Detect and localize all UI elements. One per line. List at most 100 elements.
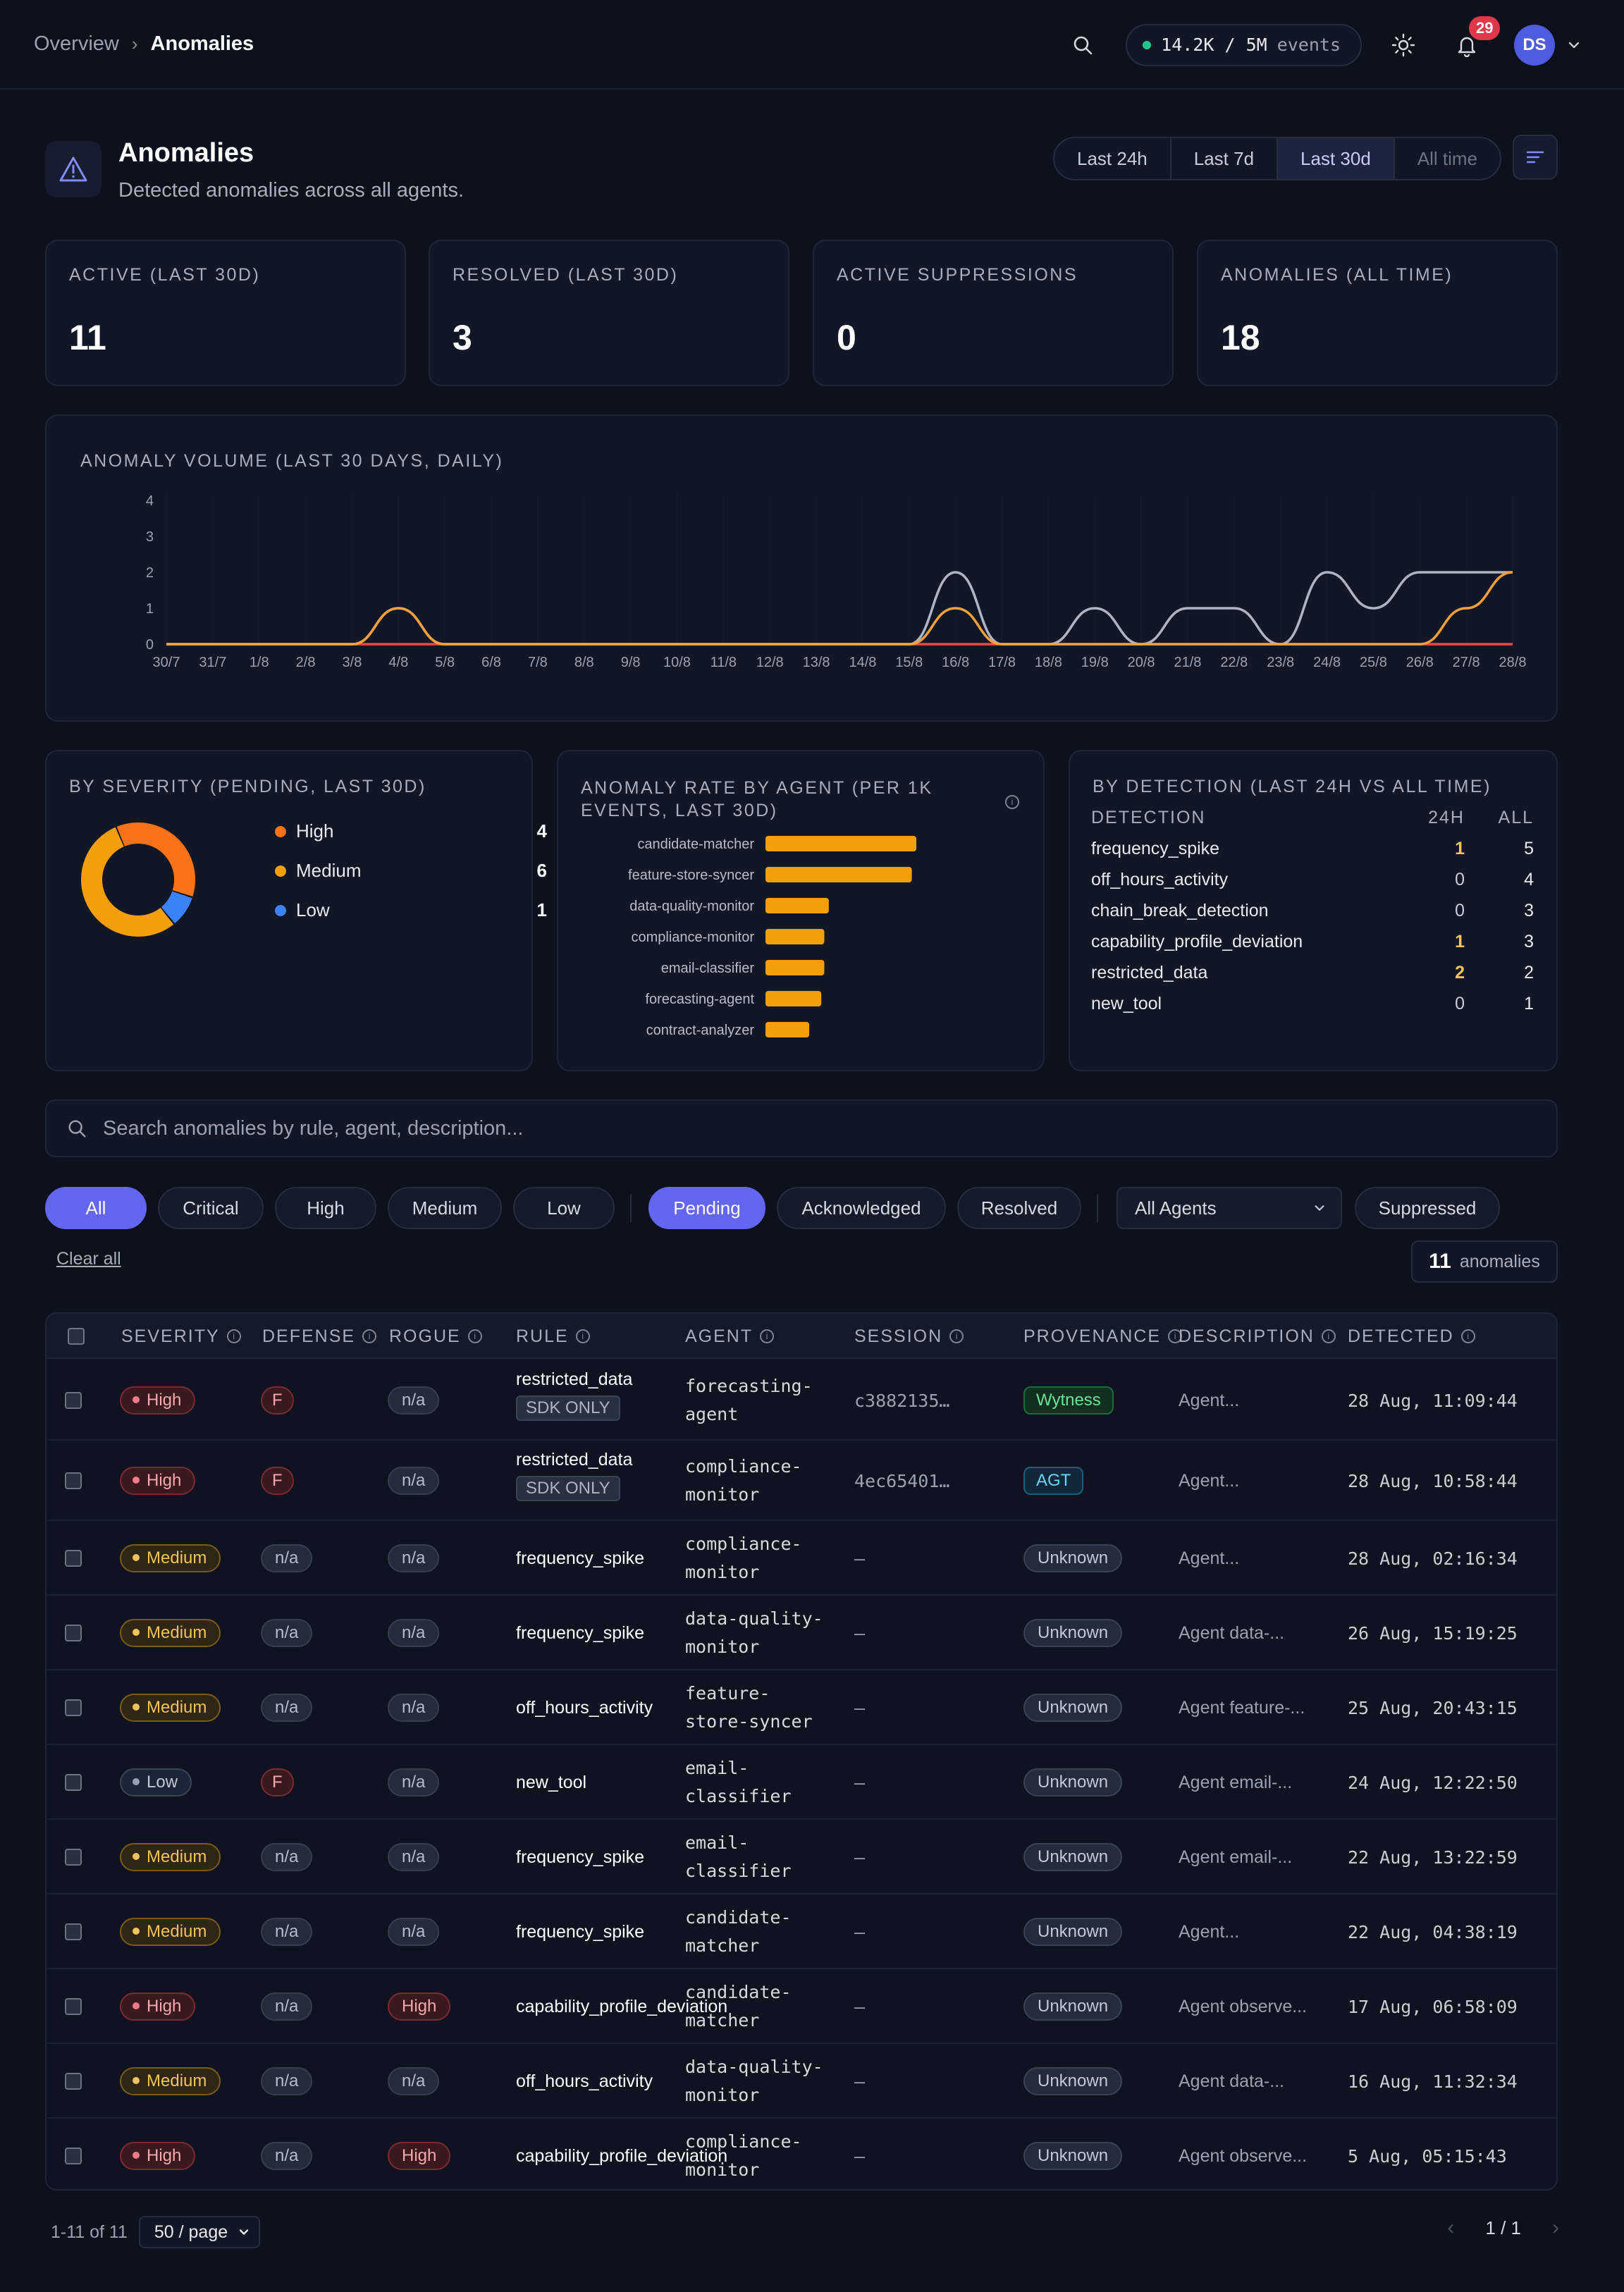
- table-row[interactable]: Medium n/a n/a off_hours_activity feature-st…: [47, 1670, 1556, 1745]
- avatar[interactable]: DS: [1514, 24, 1555, 66]
- table-row[interactable]: Medium n/a n/a frequency_spike email-classif…: [47, 1820, 1556, 1894]
- table-row[interactable]: High n/a High capability_profile_deviation c…: [47, 2119, 1556, 2189]
- description-cell: Agent data-...: [1179, 1623, 1285, 1643]
- bell-icon[interactable]: 29: [1451, 16, 1501, 61]
- row-checkbox[interactable]: [65, 1923, 82, 1940]
- row-checkbox[interactable]: [65, 1699, 82, 1716]
- search-input[interactable]: [103, 1116, 1442, 1140]
- breadcrumb-overview[interactable]: Overview: [34, 32, 119, 55]
- filter-status-pending[interactable]: Pending: [648, 1187, 765, 1229]
- next-page-icon[interactable]: ›: [1552, 2216, 1559, 2239]
- search-icon[interactable]: [1066, 29, 1099, 61]
- session-cell[interactable]: —: [854, 2071, 866, 2092]
- row-checkbox[interactable]: [65, 2073, 82, 2090]
- agent-cell[interactable]: forecasting-agent: [685, 1372, 813, 1429]
- defense-label: n/a: [261, 2067, 313, 2095]
- row-checkbox[interactable]: [65, 1392, 82, 1409]
- sdk-only-badge: SDK ONLY: [516, 1476, 620, 1501]
- severity-badge: Medium: [120, 2067, 221, 2095]
- agent-cell[interactable]: email-classifier: [685, 1754, 792, 1811]
- table-row[interactable]: Medium n/a n/a frequency_spike candidate-mat…: [47, 1894, 1556, 1969]
- agent-cell[interactable]: data-quality-monitor: [685, 1605, 823, 1661]
- col-label: DESCRIPTION: [1179, 1326, 1315, 1346]
- clear-all-link[interactable]: Clear all: [56, 1249, 121, 1269]
- col-description[interactable]: DESCRIPTION i: [1179, 1314, 1336, 1359]
- table-row[interactable]: Medium n/a n/a off_hours_activity data-quali…: [47, 2044, 1556, 2119]
- rule-cell: frequency_spike: [516, 1548, 645, 1568]
- col-session[interactable]: SESSION i: [854, 1314, 964, 1359]
- detected-cell: 16 Aug, 11:32:34: [1348, 2071, 1518, 2092]
- col-detected[interactable]: DETECTED i: [1348, 1314, 1475, 1359]
- session-cell[interactable]: —: [854, 1698, 866, 1718]
- agent-cell[interactable]: candidate-matcher: [685, 1978, 792, 2035]
- col-rule[interactable]: RULE i: [516, 1314, 590, 1359]
- filter-suppressed[interactable]: Suppressed: [1355, 1187, 1500, 1229]
- row-checkbox[interactable]: [65, 1774, 82, 1791]
- range-last-24h[interactable]: Last 24h: [1054, 138, 1171, 179]
- row-checkbox[interactable]: [65, 1998, 82, 2015]
- legend-medium: Medium 6: [275, 860, 547, 882]
- agent-cell[interactable]: compliance-monitor: [685, 1453, 802, 1509]
- col-provenance[interactable]: PROVENANCE i: [1023, 1314, 1183, 1359]
- range-last-7d[interactable]: Last 7d: [1171, 138, 1279, 179]
- prev-page-icon[interactable]: ‹: [1447, 2216, 1455, 2239]
- filter-severity-critical[interactable]: Critical: [158, 1187, 264, 1229]
- rogue-label: n/a: [388, 2067, 440, 2095]
- filter-severity-medium[interactable]: Medium: [388, 1187, 502, 1229]
- row-checkbox[interactable]: [65, 2148, 82, 2164]
- session-cell[interactable]: —: [854, 1997, 866, 2017]
- session-cell[interactable]: 4ec65401…: [854, 1471, 950, 1491]
- table-row[interactable]: Medium n/a n/a frequency_spike data-quality-…: [47, 1596, 1556, 1670]
- session-cell[interactable]: —: [854, 1922, 866, 1942]
- session-cell[interactable]: —: [854, 1847, 866, 1868]
- session-cell[interactable]: —: [854, 1623, 866, 1644]
- theme-sun-icon[interactable]: [1387, 29, 1420, 61]
- agent-name-line: candidate-: [685, 1907, 792, 1928]
- row-checkbox[interactable]: [65, 1472, 82, 1489]
- description-cell: Agent observe...: [1179, 1997, 1308, 2016]
- chevron-down-icon[interactable]: [1558, 29, 1590, 61]
- table-row[interactable]: High n/a High capability_profile_deviation c…: [47, 1969, 1556, 2044]
- agent-cell[interactable]: email-classifier: [685, 1829, 792, 1885]
- sort-lines-icon[interactable]: [1513, 135, 1558, 180]
- agent-cell[interactable]: feature-store-syncer: [685, 1680, 813, 1736]
- session-cell[interactable]: —: [854, 1773, 866, 1793]
- agent-cell[interactable]: candidate-matcher: [685, 1904, 792, 1960]
- filter-severity-low[interactable]: Low: [513, 1187, 615, 1229]
- select-all-checkbox[interactable]: [68, 1314, 85, 1359]
- agent-cell[interactable]: compliance-monitor: [685, 2128, 802, 2184]
- agent-cell[interactable]: data-quality-monitor: [685, 2053, 823, 2109]
- row-checkbox[interactable]: [65, 1849, 82, 1866]
- bar-label: contract-analyzer: [646, 1023, 755, 1038]
- info-icon: i: [760, 1329, 775, 1343]
- session-cell[interactable]: —: [854, 1548, 866, 1569]
- filter-severity-all[interactable]: All: [45, 1187, 147, 1229]
- info-icon: i: [1460, 1329, 1475, 1343]
- range-last-30d[interactable]: Last 30d: [1278, 138, 1395, 179]
- col-defense[interactable]: DEFENSE i: [262, 1314, 377, 1359]
- pagination-left: 1-11 of 11 50 / page: [51, 2216, 261, 2248]
- severity-label: Medium: [147, 1847, 207, 1866]
- col-severity[interactable]: SEVERITY i: [121, 1314, 241, 1359]
- col-rogue[interactable]: ROGUE i: [389, 1314, 482, 1359]
- provenance-label: Unknown: [1023, 1768, 1123, 1797]
- table-row[interactable]: Medium n/a n/a frequency_spike compliance-mo…: [47, 1521, 1556, 1596]
- filter-status-acknowledged[interactable]: Acknowledged: [777, 1187, 946, 1229]
- agent-cell[interactable]: compliance-monitor: [685, 1530, 802, 1586]
- filter-status-resolved[interactable]: Resolved: [957, 1187, 1081, 1229]
- range-all-time[interactable]: All time: [1417, 148, 1478, 169]
- session-cell[interactable]: c3882135…: [854, 1391, 950, 1411]
- row-checkbox[interactable]: [65, 1550, 82, 1567]
- events-usage-pill[interactable]: 14.2K / 5M events: [1126, 23, 1362, 66]
- agent-select[interactable]: All Agents: [1116, 1187, 1342, 1229]
- per-page-select[interactable]: 50 / page: [138, 2216, 261, 2248]
- filter-severity-high[interactable]: High: [275, 1187, 376, 1229]
- col-agent[interactable]: AGENT i: [685, 1314, 775, 1359]
- info-icon[interactable]: i: [1005, 788, 1019, 810]
- row-checkbox[interactable]: [65, 1625, 82, 1641]
- rogue-label: n/a: [388, 1386, 440, 1415]
- session-cell[interactable]: —: [854, 2146, 866, 2167]
